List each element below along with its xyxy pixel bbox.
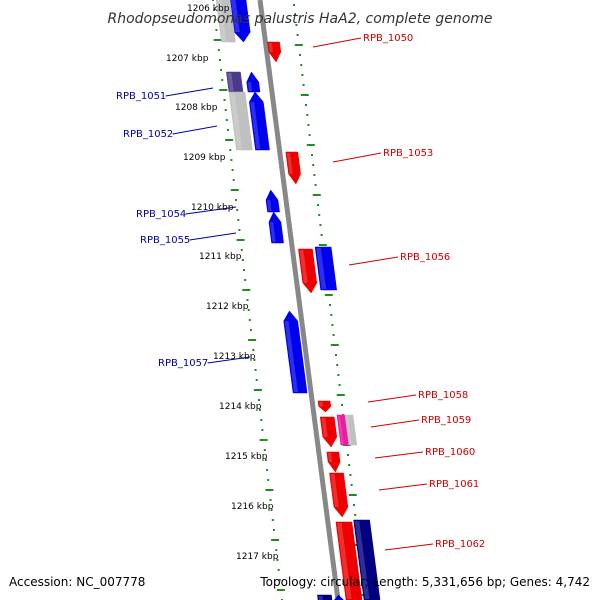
gene-highlight [319,402,323,407]
gene-arrow [246,71,261,93]
kbp-label: 1207 kbp [166,54,209,64]
kbp-label: 1212 kbp [206,302,249,312]
gene-arrow [285,151,301,185]
kbp-label: 1209 kbp [183,153,226,163]
gene-label-left: RPB_1054 [136,209,186,220]
gene-arrow [317,400,332,413]
kbp-axis-labels: 1206 kbp 1207 kbp 1208 kbp 1209 kbp 1210 kbp… [166,4,279,562]
kbp-label: 1208 kbp [175,103,218,113]
genome-backbone [257,0,341,600]
gene-highlight [327,453,333,462]
gene-arrow [326,451,341,473]
leader-line [370,419,420,428]
gene-highlight [286,153,293,174]
kbp-label: 1215 kbp [225,452,268,462]
gene-label-left: RPB_1057 [158,358,208,369]
gene-arrow [335,521,363,600]
gene-highlight [250,102,261,149]
gene-arrow [353,519,381,600]
leader-line [185,206,237,215]
gene-arrow [334,594,345,600]
kbp-label: 1206 kbp [187,4,230,14]
leader-line [348,256,399,266]
kbp-label: 1217 kbp [236,552,279,562]
gene-highlight [316,248,327,289]
tick-marks [212,0,369,600]
leader-line [367,394,417,403]
gene-highlight [216,0,227,41]
gene-arrow [249,91,270,151]
gene-highlight [321,418,328,437]
gene-highlight [354,521,370,599]
gene-arrow [228,91,253,151]
gene-arrow [267,41,282,63]
leader-line [374,451,424,459]
leader-line [172,125,218,135]
leader-line [165,87,214,97]
gene-arrow [298,248,318,294]
gene-highlight [230,0,240,32]
gene-label-left: RPB_1055 [140,235,190,246]
gene-highlight [338,416,344,444]
gene-label-right: RPB_1056 [400,252,450,263]
gene-label-right: RPB_1061 [429,479,479,490]
gene-label-left: RPB_1051 [116,91,166,102]
leader-line [189,232,237,241]
leader-line [378,483,428,491]
gene-arrow [344,414,358,446]
gene-arrows [215,0,381,600]
gene-arrow [283,310,308,394]
kbp-label: 1214 kbp [219,402,262,412]
gene-arrow [215,0,236,43]
gene-label-right: RPB_1059 [421,415,471,426]
gene-arrow [314,246,337,291]
accession-label: Accession: NC_007778 [9,575,146,589]
gene-highlight [318,596,323,600]
kbp-label: 1210 kbp [191,203,234,213]
gene-highlight [230,93,242,149]
map-title: Rhodopseudomonas palustris HaA2, complet… [107,11,492,27]
kbp-label: 1213 kbp [213,352,256,362]
gene-highlight [269,222,276,242]
leader-line [207,356,251,364]
gene-highlight [337,523,352,599]
gene-arrow [319,416,338,448]
gene-highlight [227,73,234,91]
leader-line [384,543,434,551]
genome-summary: Topology: circular; Length: 5,331,656 bp… [260,575,590,589]
gene-highlight [346,416,352,444]
gene-highlight [247,82,252,91]
gene-arrow [329,472,349,518]
gene-label-right: RPB_1050 [363,33,413,44]
gene-highlight [284,321,298,392]
gene-highlight [330,474,339,507]
gene-labels: RPB_1051 RPB_1052 RPB_1054 RPB_1055 RPB_1057… [116,33,485,550]
gene-highlight [267,200,272,211]
gene-arrow [317,594,333,600]
gene-label-right: RPB_1060 [425,447,475,458]
leader-line [312,37,362,48]
gene-label-right: RPB_1053 [383,148,433,159]
kbp-label: 1216 kbp [231,502,274,512]
gene-label-right: RPB_1058 [418,390,468,401]
leader-line [332,152,382,163]
gene-highlight [299,250,308,283]
gene-highlight [268,43,273,52]
label-leader-lines [165,37,434,551]
gene-label-left: RPB_1052 [123,129,173,140]
gene-arrow [268,211,284,244]
gene-label-right: RPB_1062 [435,539,485,550]
kbp-label: 1211 kbp [199,252,242,262]
gene-arrow [265,189,280,213]
